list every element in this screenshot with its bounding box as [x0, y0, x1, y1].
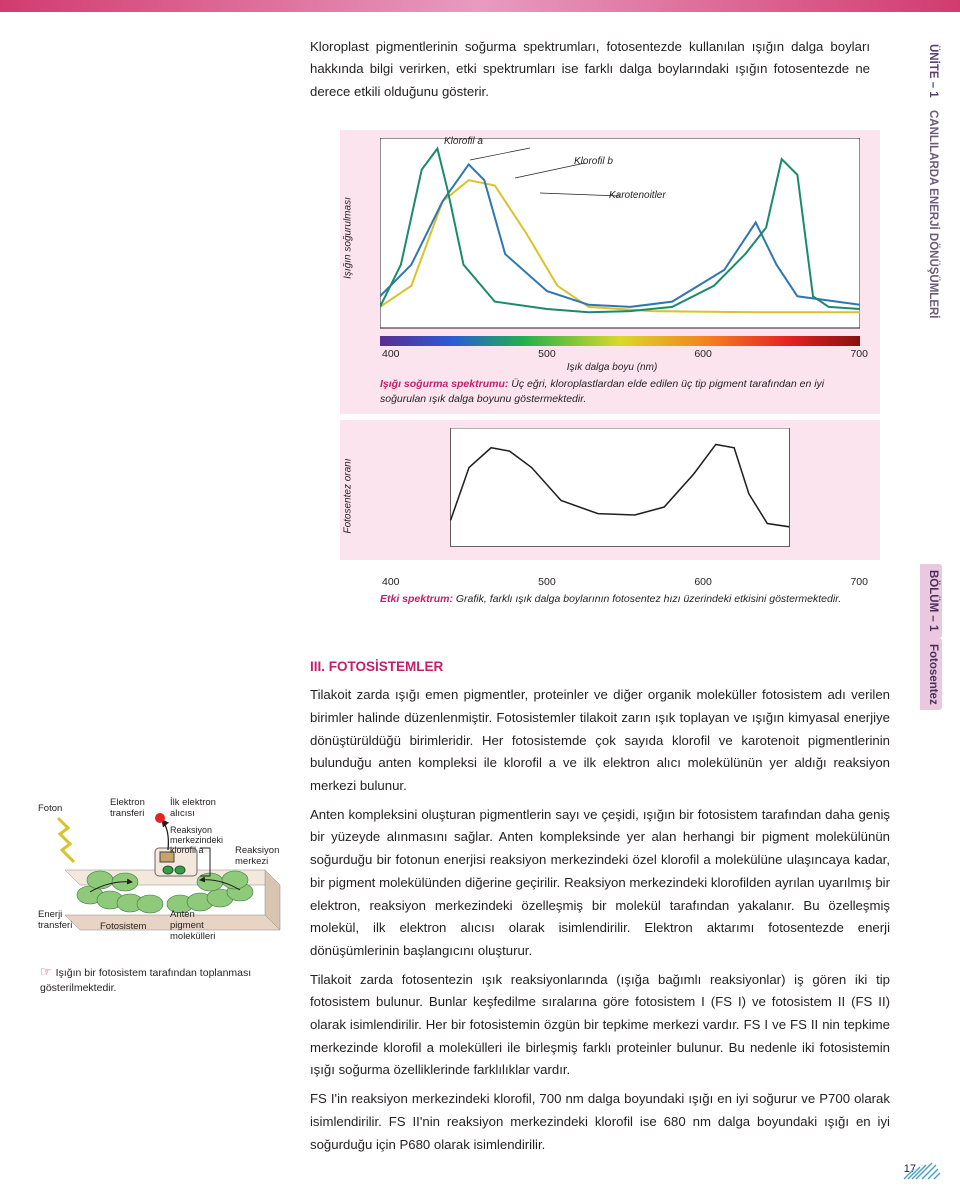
section-heading: III. FOTOSİSTEMLER [310, 655, 890, 678]
hand-icon: ☞ [40, 964, 52, 979]
fig-label-reaksiyon-merkezi: Reaksiyon merkezi [235, 845, 285, 867]
chart2-svg [380, 428, 860, 548]
fig-label-elektron-transferi: Elektron transferi [110, 797, 154, 819]
side-tab-bolum: BÖLÜM – 1 [920, 564, 942, 637]
annot-klorofil-b: Klorofil b [574, 156, 613, 167]
chart1-xticks: 400 500 600 700 [380, 346, 870, 360]
chart-absorption: Işığın soğurulması Klorofil a Klorofil b… [340, 130, 880, 414]
xtick: 600 [694, 348, 712, 360]
body-p4: FS I'in reaksiyon merkezindeki klorofil,… [310, 1088, 890, 1156]
fig-label-rm-klorofil: Reaksiyon merkezindeki klorofil a [170, 825, 230, 855]
chart2-caption-body: Grafik, farklı ışık dalga boylarının fot… [453, 593, 841, 605]
body-p1: Tilakoit zarda ışığı emen pigmentler, pr… [310, 684, 890, 798]
chart1-ylabel: Işığın soğurulması [343, 197, 354, 279]
chart1-caption: Işığı soğurma spektrumu: Üç eğri, klorop… [380, 377, 870, 406]
side-tab-unite: ÜNİTE – 1 [920, 38, 942, 104]
fig-label-anten: Anten pigment molekülleri [170, 909, 230, 942]
page-burst-icon [902, 1141, 942, 1181]
fig-label-enerji-transferi: Enerji transferi [38, 909, 82, 931]
body-p2: Anten kompleksini oluşturan pigmentlerin… [310, 804, 890, 963]
fig-label-ilk-elektron-alicisi: İlk elektron alıcısı [170, 797, 224, 819]
annot-karotenoit: Karotenoitler [609, 190, 666, 201]
figure-caption: ☞Işığın bir fotosistem tarafından toplan… [40, 963, 290, 996]
annot-klorofil-a: Klorofil a [444, 136, 483, 147]
body-p3: Tilakoit zarda fotosentezin ışık reaksiy… [310, 969, 890, 1083]
chart1-svg [380, 138, 860, 338]
chart1-xlabel: Işık dalga boyu (nm) [354, 362, 870, 373]
fig-label-fotosistem: Fotosistem [100, 921, 146, 932]
figure-caption-text: Işığın bir fotosistem tarafından toplanm… [40, 967, 251, 994]
chart2-caption: Etki spektrum: Grafik, farklı ışık dalga… [380, 592, 870, 607]
xtick: 400 [382, 348, 400, 360]
xtick: 500 [538, 348, 556, 360]
side-tab-canli: CANLILARDA ENERJİ DÖNÜŞÜMLERİ [920, 104, 942, 325]
side-tab-foto: Fotosentez [920, 638, 942, 711]
chart2-ylabel: Fotosentez oranı [343, 458, 354, 533]
side-tab-group: ÜNİTE – 1 CANLILARDA ENERJİ DÖNÜŞÜMLERİ … [920, 38, 942, 710]
xtick: 700 [850, 576, 868, 588]
top-accent-bar [0, 0, 960, 12]
chart-action-spectrum: Fotosentez oranı [340, 420, 880, 560]
main-body: III. FOTOSİSTEMLER Tilakoit zarda ışığı … [310, 655, 890, 1162]
xtick: 600 [694, 576, 712, 588]
xtick: 700 [850, 348, 868, 360]
photosystem-figure: Foton Elektron transferi İlk elektron al… [40, 800, 290, 996]
chart2-xticks: 400 500 600 700 [380, 574, 870, 588]
fig-label-foton: Foton [38, 803, 62, 814]
chart1-caption-lead: Işığı soğurma spektrumu: [380, 378, 508, 390]
xtick: 400 [382, 576, 400, 588]
chart2-caption-block: 400 500 600 700 Etki spektrum: Grafik, f… [340, 570, 880, 611]
xtick: 500 [538, 576, 556, 588]
intro-paragraph: Kloroplast pigmentlerinin soğurma spektr… [310, 36, 870, 103]
chart2-caption-lead: Etki spektrum: [380, 593, 453, 605]
